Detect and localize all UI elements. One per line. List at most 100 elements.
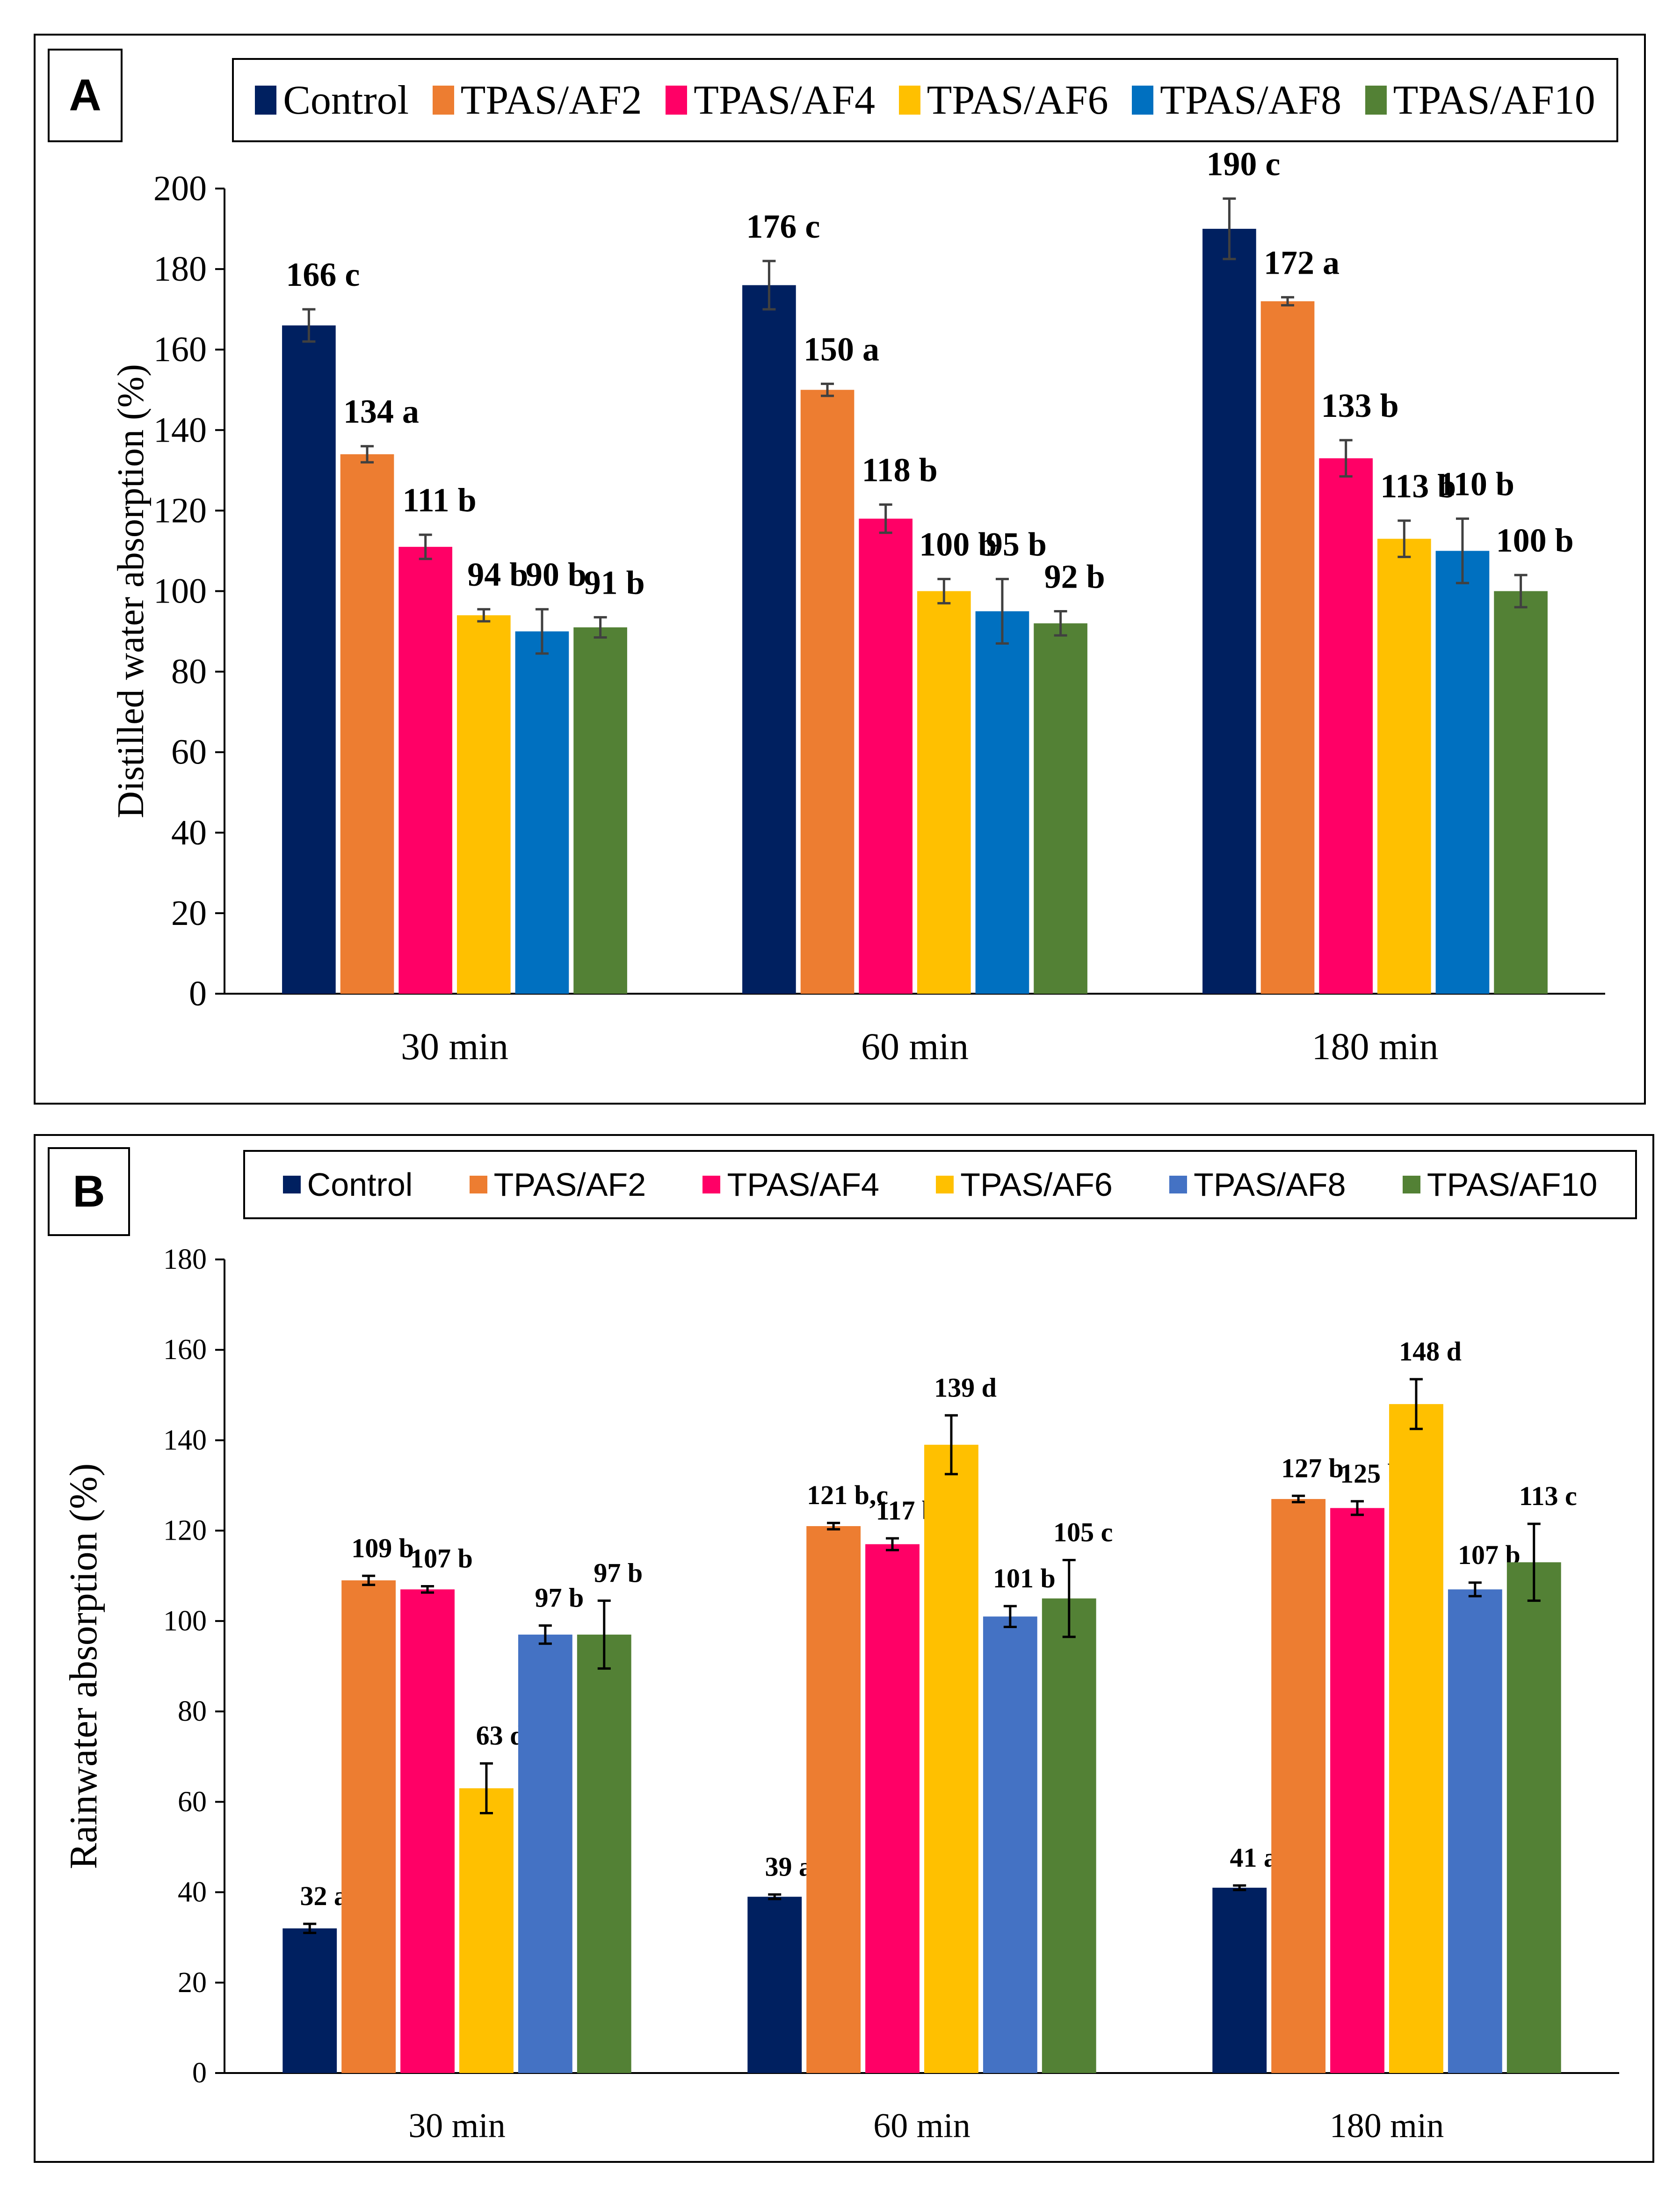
legend-swatch-b-2 bbox=[702, 1176, 721, 1193]
data-label-b-3-0: 63 d bbox=[476, 1720, 525, 1751]
error-bar-a-0-0 bbox=[302, 308, 316, 343]
data-label-b-5-1: 105 c bbox=[1053, 1517, 1113, 1547]
data-label-b-1-1: 121 b,c bbox=[807, 1480, 888, 1510]
legend-item-a-0: Control bbox=[255, 77, 409, 124]
bar-a-1-1 bbox=[800, 390, 854, 994]
legend-item-a-1: TPAS/AF2 bbox=[432, 77, 642, 124]
bar-a-5-1 bbox=[1034, 623, 1087, 994]
bar-b-2-0 bbox=[400, 1589, 455, 2073]
bar-a-5-2 bbox=[1494, 591, 1548, 994]
y-tick-label-a-2: 40 bbox=[171, 813, 207, 852]
error-bar-b-2-1 bbox=[886, 1537, 899, 1551]
panel-b: B Control TPAS/AF2 TPAS/AF4 TPAS/AF6 TPAS/AF… bbox=[34, 1134, 1654, 2163]
chart-b: 0 20 40 60 80 100 120 140 160 180 Rainwater absorp… bbox=[62, 1244, 1619, 2145]
data-label-a-3-0: 94 b bbox=[467, 556, 528, 593]
error-bar-a-2-0 bbox=[419, 533, 432, 560]
x-tick-label-a-1: 60 min bbox=[861, 1025, 969, 1068]
data-label-b-3-1: 139 d bbox=[934, 1372, 997, 1403]
legend-label-a-5: TPAS/AF10 bbox=[1393, 77, 1595, 123]
bar-a-3-1 bbox=[917, 591, 971, 994]
x-tick-label-a-0: 30 min bbox=[401, 1025, 508, 1068]
y-tick-label-a-4: 80 bbox=[171, 652, 207, 691]
legend-label-b-4: TPAS/AF8 bbox=[1194, 1166, 1346, 1203]
bar-b-1-0 bbox=[341, 1580, 396, 2073]
data-label-a-5-2: 100 b bbox=[1496, 522, 1574, 559]
data-label-a-4-1: 95 b bbox=[986, 526, 1047, 563]
legend-label-b-1: TPAS/AF2 bbox=[493, 1166, 646, 1203]
legend-label-a-0: Control bbox=[283, 77, 409, 123]
legend-item-a-5: TPAS/AF10 bbox=[1365, 77, 1595, 124]
legend-swatch-b-0 bbox=[282, 1176, 301, 1193]
legend-item-b-0: Control bbox=[282, 1166, 413, 1203]
legend-item-a-2: TPAS/AF4 bbox=[666, 77, 875, 124]
error-bar-b-1-0 bbox=[362, 1574, 376, 1586]
bar-b-4-1 bbox=[983, 1616, 1037, 2073]
x-tick-label-a-2: 180 min bbox=[1311, 1025, 1438, 1068]
x-tick-label-b-0: 30 min bbox=[408, 2107, 506, 2145]
error-bar-a-4-1 bbox=[995, 578, 1009, 645]
y-tick-label-b-4: 80 bbox=[178, 1695, 207, 1727]
legend-swatch-a-5 bbox=[1365, 86, 1387, 115]
legend-label-b-0: Control bbox=[307, 1166, 413, 1203]
y-tick-label-a-5: 100 bbox=[153, 572, 207, 611]
error-bar-a-2-2 bbox=[1339, 439, 1353, 478]
error-bar-a-5-0 bbox=[594, 616, 607, 639]
error-bar-a-3-2 bbox=[1398, 519, 1411, 558]
bar-a-4-2 bbox=[1435, 551, 1490, 994]
error-bar-a-5-1 bbox=[1054, 610, 1067, 637]
y-tick-label-a-0: 0 bbox=[189, 974, 207, 1013]
error-bar-b-3-0 bbox=[479, 1762, 493, 1814]
data-label-a-3-2: 113 b bbox=[1380, 467, 1456, 505]
error-bar-b-0-0 bbox=[303, 1922, 317, 1935]
error-bar-b-1-1 bbox=[827, 1521, 840, 1531]
error-bar-a-4-0 bbox=[535, 608, 549, 655]
bar-a-2-0 bbox=[398, 546, 453, 994]
legend-item-b-2: TPAS/AF4 bbox=[702, 1166, 879, 1203]
bar-b-5-0 bbox=[577, 1634, 631, 2073]
legend-swatch-b-4 bbox=[1169, 1176, 1188, 1193]
chart-a: 0 20 40 60 80 100 120 140 160 180 200 Distilled wat… bbox=[110, 145, 1605, 1068]
y-axis-label-b: Rainwater absorption (%) bbox=[62, 1463, 105, 1870]
error-bar-a-0-1 bbox=[762, 260, 776, 311]
y-tick-label-a-3: 60 bbox=[171, 733, 207, 772]
legend-item-b-5: TPAS/AF10 bbox=[1402, 1166, 1597, 1203]
bar-b-2-2 bbox=[1330, 1508, 1384, 2073]
bar-b-0-2 bbox=[1212, 1887, 1267, 2073]
error-bar-b-3-2 bbox=[1409, 1378, 1423, 1430]
bar-b-0-0 bbox=[282, 1928, 337, 2073]
bar-a-0-2 bbox=[1202, 229, 1256, 994]
bar-a-4-1 bbox=[975, 611, 1029, 994]
error-bar-b-0-2 bbox=[1233, 1884, 1246, 1891]
error-bar-b-2-0 bbox=[421, 1585, 434, 1594]
bar-b-5-2 bbox=[1506, 1562, 1561, 2073]
data-label-b-1-2: 127 b bbox=[1281, 1453, 1344, 1483]
data-label-b-3-2: 148 d bbox=[1399, 1336, 1462, 1367]
error-bar-a-4-2 bbox=[1456, 517, 1469, 584]
bar-b-3-1 bbox=[924, 1445, 978, 2073]
bar-b-5-1 bbox=[1042, 1598, 1096, 2073]
error-bar-a-2-1 bbox=[879, 503, 892, 534]
error-bar-a-1-2 bbox=[1281, 296, 1295, 307]
data-label-a-0-0: 166 c bbox=[286, 256, 360, 293]
error-bar-a-3-1 bbox=[937, 578, 951, 604]
data-label-a-5-0: 91 b bbox=[584, 564, 645, 601]
bar-b-3-2 bbox=[1389, 1404, 1443, 2073]
error-bar-a-3-0 bbox=[477, 608, 491, 623]
legend-b: Control TPAS/AF2 TPAS/AF4 TPAS/AF6 TPAS/AF8 T… bbox=[243, 1150, 1637, 1219]
legend-swatch-a-1 bbox=[432, 86, 454, 115]
data-label-a-1-2: 172 a bbox=[1264, 244, 1340, 281]
legend-swatch-a-2 bbox=[666, 86, 688, 115]
error-bar-b-5-0 bbox=[597, 1599, 611, 1670]
y-tick-label-b-7: 140 bbox=[163, 1424, 207, 1456]
bar-a-3-0 bbox=[456, 615, 511, 994]
legend-swatch-a-0 bbox=[255, 86, 277, 115]
bar-a-1-2 bbox=[1260, 301, 1315, 994]
error-bar-b-5-2 bbox=[1527, 1522, 1541, 1602]
bar-a-0-0 bbox=[282, 325, 336, 994]
y-tick-label-b-3: 60 bbox=[178, 1786, 207, 1818]
legend-swatch-a-3 bbox=[898, 86, 920, 115]
legend-swatch-a-4 bbox=[1132, 86, 1154, 115]
error-bar-b-1-2 bbox=[1292, 1494, 1305, 1504]
data-label-a-4-0: 90 b bbox=[526, 556, 587, 593]
legend-label-a-4: TPAS/AF8 bbox=[1160, 77, 1342, 123]
